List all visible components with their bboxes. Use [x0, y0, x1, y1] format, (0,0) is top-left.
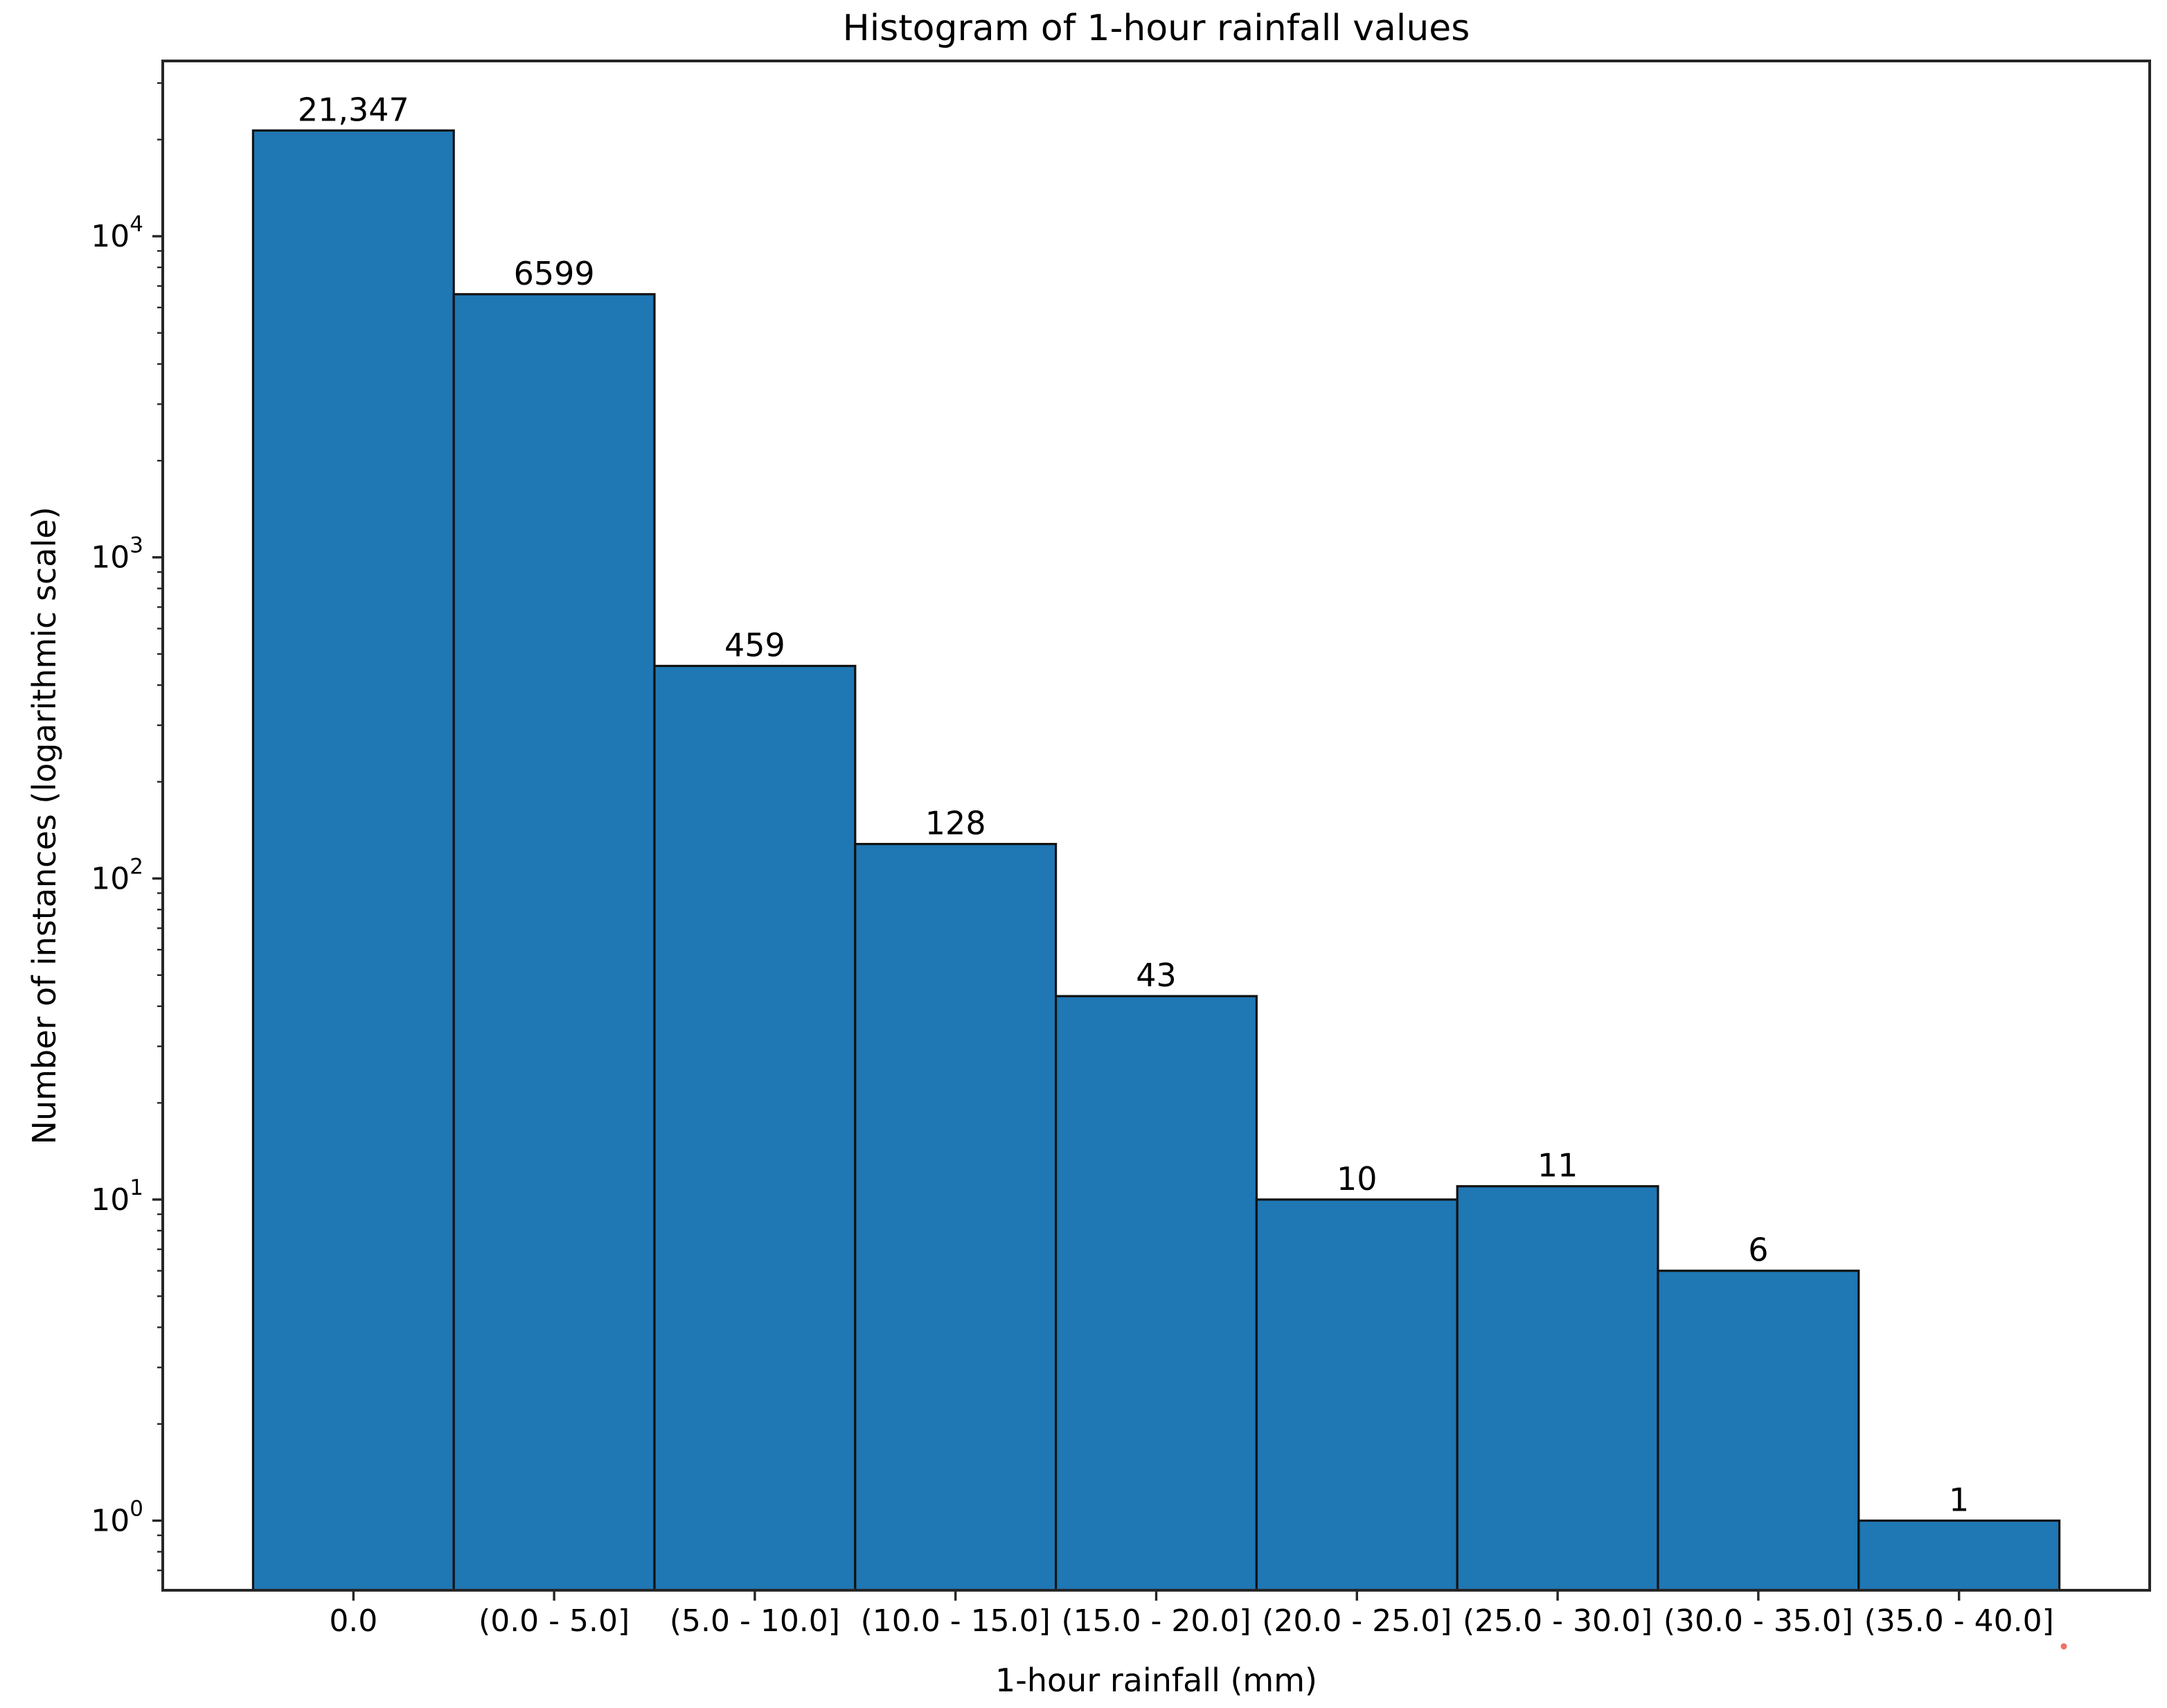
x-tick-label: (15.0 - 20.0]: [1061, 1603, 1251, 1639]
histogram-bar: [1055, 995, 1258, 1592]
histogram-bar: [1657, 1270, 1860, 1592]
bar-value-label: 11: [1537, 1147, 1578, 1184]
y-tick-label: 103: [91, 533, 143, 576]
x-tick-label: (10.0 - 15.0]: [861, 1603, 1051, 1639]
x-axis-ticks-group: 0.0 (0.0 - 5.0] (5.0 - 10.0] (10.0 - 15.0] (…: [329, 1590, 2054, 1639]
bar-value-label: 21,347: [298, 91, 409, 128]
bar-value-label: 1: [1949, 1481, 1969, 1518]
bars-group: [251, 129, 2061, 1592]
stray-red-pixel-artifact: [2060, 1643, 2067, 1650]
x-axis-label: 1-hour rainfall (mm): [995, 1662, 1317, 1699]
x-tick-label: (25.0 - 30.0]: [1463, 1603, 1652, 1639]
x-tick-label: (20.0 - 25.0]: [1262, 1603, 1452, 1639]
histogram-bar: [854, 842, 1058, 1592]
x-tick-label: 0.0: [329, 1603, 377, 1639]
chart-title: Histogram of 1-hour rainfall values: [843, 8, 1470, 49]
histogram-bar: [653, 664, 857, 1592]
histogram-bar: [1456, 1185, 1659, 1592]
bar-value-label: 459: [724, 626, 785, 664]
x-tick-label: (35.0 - 40.0]: [1864, 1603, 2054, 1639]
x-tick-label: (0.0 - 5.0]: [479, 1603, 630, 1639]
bar-value-label: 128: [925, 805, 986, 842]
histogram-bar: [251, 129, 455, 1592]
y-axis-label: Number of instances (logarithmic scale): [26, 507, 63, 1145]
histogram-bar: [1857, 1519, 2061, 1592]
bar-value-label: 10: [1337, 1160, 1377, 1198]
axes-border: [161, 60, 2151, 1592]
bar-value-labels-group: 21,347 6599 459 128 43 10 11 6 1: [298, 91, 1970, 1518]
bar-value-label: 43: [1136, 957, 1177, 994]
histogram-bar: [452, 293, 656, 1592]
y-tick-label: 104: [91, 212, 143, 254]
histogram-bar: [1255, 1198, 1459, 1592]
bar-value-label: 6: [1748, 1231, 1768, 1269]
x-tick-label: (5.0 - 10.0]: [670, 1603, 840, 1639]
y-tick-label: 100: [91, 1496, 143, 1538]
x-tick-label: (30.0 - 35.0]: [1664, 1603, 1853, 1639]
y-tick-label: 102: [91, 854, 143, 896]
y-tick-label: 101: [91, 1175, 143, 1218]
y-axis-ticks-group: 100 101 102 103 104: [91, 82, 163, 1572]
bar-value-label: 6599: [514, 255, 595, 292]
